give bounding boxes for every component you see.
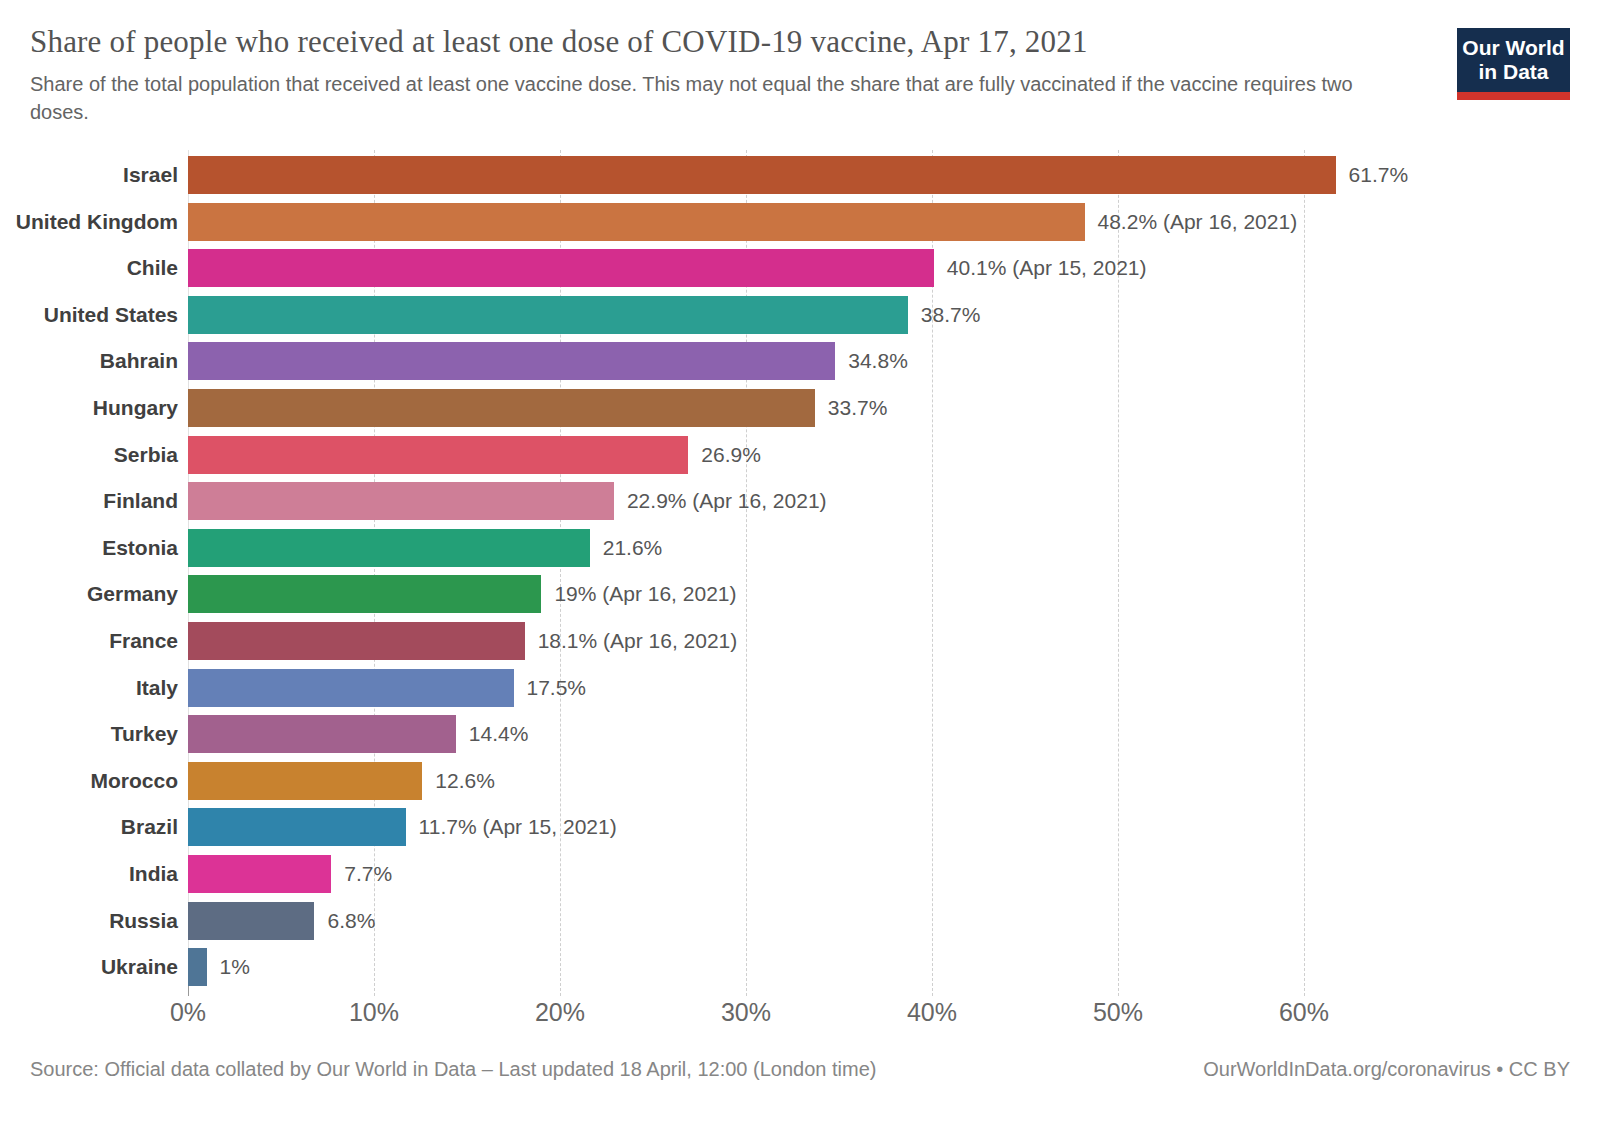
bar[interactable] xyxy=(188,575,541,613)
value-label: 7.7% xyxy=(344,855,392,893)
bar[interactable] xyxy=(188,808,406,846)
value-label: 11.7% (Apr 15, 2021) xyxy=(419,808,617,846)
country-label: Estonia xyxy=(0,529,178,567)
bar[interactable] xyxy=(188,902,314,940)
value-label: 48.2% (Apr 16, 2021) xyxy=(1098,203,1298,241)
country-label: Ukraine xyxy=(0,948,178,986)
value-label: 26.9% xyxy=(701,436,761,474)
bar[interactable] xyxy=(188,249,934,287)
bar[interactable] xyxy=(188,529,590,567)
value-label: 19% (Apr 16, 2021) xyxy=(554,575,736,613)
value-label: 6.8% xyxy=(327,902,375,940)
country-label: Hungary xyxy=(0,389,178,427)
country-label: Chile xyxy=(0,249,178,287)
x-axis-tick-label: 10% xyxy=(314,998,434,1027)
bar[interactable] xyxy=(188,622,525,660)
country-label: Brazil xyxy=(0,808,178,846)
bar[interactable] xyxy=(188,203,1085,241)
axis-tick-0 xyxy=(188,986,189,996)
value-label: 22.9% (Apr 16, 2021) xyxy=(627,482,827,520)
country-label: Morocco xyxy=(0,762,178,800)
bar[interactable] xyxy=(188,482,614,520)
country-label: Bahrain xyxy=(0,342,178,380)
x-axis-tick-label: 0% xyxy=(128,998,248,1027)
value-label: 21.6% xyxy=(603,529,663,567)
bar[interactable] xyxy=(188,296,908,334)
bar[interactable] xyxy=(188,436,688,474)
x-axis-tick-label: 40% xyxy=(872,998,992,1027)
chart-frame: Share of people who received at least on… xyxy=(0,0,1600,1129)
country-label: Serbia xyxy=(0,436,178,474)
source-note: Source: Official data collated by Our Wo… xyxy=(30,1058,876,1081)
x-axis-tick-label: 60% xyxy=(1244,998,1364,1027)
country-label: France xyxy=(0,622,178,660)
gridline-60 xyxy=(1304,150,1305,996)
value-label: 34.8% xyxy=(848,342,908,380)
country-label: United States xyxy=(0,296,178,334)
x-axis-tick-label: 20% xyxy=(500,998,620,1027)
country-label: United Kingdom xyxy=(0,203,178,241)
value-label: 1% xyxy=(220,948,250,986)
country-label: Israel xyxy=(0,156,178,194)
owid-link[interactable]: OurWorldInData.org/coronavirus • CC BY xyxy=(1203,1058,1570,1081)
value-label: 14.4% xyxy=(469,715,529,753)
bar[interactable] xyxy=(188,156,1336,194)
country-label: Germany xyxy=(0,575,178,613)
bar[interactable] xyxy=(188,948,207,986)
value-label: 61.7% xyxy=(1349,156,1409,194)
country-label: Italy xyxy=(0,669,178,707)
country-label: Finland xyxy=(0,482,178,520)
country-label: Turkey xyxy=(0,715,178,753)
bar[interactable] xyxy=(188,762,422,800)
bar[interactable] xyxy=(188,855,331,893)
bar[interactable] xyxy=(188,342,835,380)
country-label: Russia xyxy=(0,902,178,940)
bar[interactable] xyxy=(188,715,456,753)
value-label: 33.7% xyxy=(828,389,888,427)
plot-area: 0% 10% 20% 30% 40% 50% 60% Israel 61.7% United Ki… xyxy=(0,0,1600,1129)
x-axis-tick-label: 50% xyxy=(1058,998,1178,1027)
bar[interactable] xyxy=(188,389,815,427)
value-label: 17.5% xyxy=(527,669,587,707)
bar[interactable] xyxy=(188,669,514,707)
value-label: 40.1% (Apr 15, 2021) xyxy=(947,249,1147,287)
value-label: 18.1% (Apr 16, 2021) xyxy=(538,622,738,660)
country-label: India xyxy=(0,855,178,893)
value-label: 38.7% xyxy=(921,296,981,334)
value-label: 12.6% xyxy=(435,762,495,800)
x-axis-tick-label: 30% xyxy=(686,998,806,1027)
